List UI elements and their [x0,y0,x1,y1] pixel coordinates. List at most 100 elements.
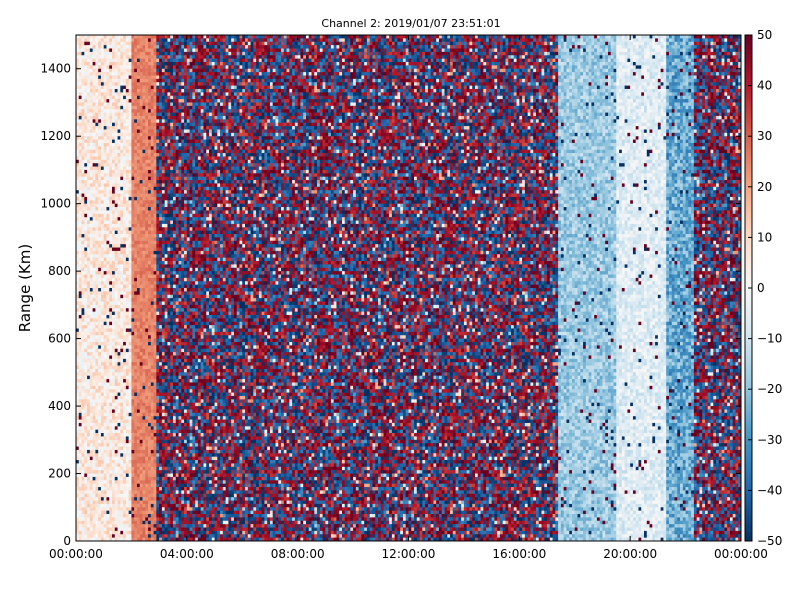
heatmap-cell [87,288,90,292]
heatmap-cell [112,514,115,518]
heatmap-cell [137,278,140,282]
heatmap-cell [106,484,109,488]
heatmap-cell [98,261,101,265]
heatmap-cell [123,457,126,461]
heatmap-cell [106,386,109,390]
heatmap-cell [129,305,132,309]
heatmap-cell [79,82,82,86]
heatmap-cell [129,318,132,322]
heatmap-cell [109,227,112,231]
heatmap-cell [101,504,104,508]
heatmap-cell [82,52,85,56]
heatmap-cell [109,116,112,120]
heatmap-cell [134,413,137,417]
heatmap-cell [104,65,107,69]
heatmap-cell [115,92,118,96]
heatmap-cell [101,335,104,339]
heatmap-cell [90,423,93,427]
heatmap-cell [95,416,98,420]
heatmap-cell [84,409,87,413]
heatmap-cell [131,406,134,410]
heatmap-cell [106,393,109,397]
heatmap-cell [123,295,126,299]
heatmap-cell [123,393,126,397]
heatmap-cell [87,474,90,478]
heatmap-cell [104,450,107,454]
heatmap-cell [109,379,112,383]
heatmap-cell [98,65,101,69]
heatmap-cell [93,477,96,481]
heatmap-cell [82,318,85,322]
heatmap-cell [87,126,90,130]
heatmap-cell [98,399,101,403]
heatmap-cell [90,99,93,103]
heatmap-cell [112,450,115,454]
heatmap-cell [137,305,140,309]
heatmap-cell [95,528,98,532]
heatmap-cell [126,96,129,100]
heatmap-cell [87,349,90,353]
heatmap-cell [140,403,143,407]
heatmap-cell [104,200,107,204]
heatmap-cell [93,433,96,437]
heatmap-cell [137,48,140,52]
heatmap-cell [137,241,140,245]
heatmap-cell [106,534,109,538]
heatmap-cell [101,234,104,238]
heatmap-cell [104,521,107,525]
heatmap-cell [98,136,101,140]
heatmap-cell [137,123,140,127]
heatmap-cell [106,133,109,137]
heatmap-cell [79,163,82,167]
heatmap-cell [98,507,101,511]
heatmap-cell [93,389,96,393]
heatmap-cell [90,177,93,181]
heatmap-cell [137,42,140,46]
heatmap-cell [90,102,93,106]
heatmap-cell [126,170,129,174]
heatmap-cell [82,106,85,110]
heatmap-cell [101,477,104,481]
heatmap-cell [131,460,134,464]
heatmap-cell [140,426,143,430]
heatmap-cell [93,349,96,353]
heatmap-cell [129,275,132,279]
heatmap-cell [118,86,121,90]
heatmap-cell [104,194,107,198]
heatmap-cell [87,318,90,322]
heatmap-cell [93,507,96,511]
heatmap-cell [101,180,104,184]
heatmap-cell [84,55,87,59]
heatmap-cell [82,426,85,430]
heatmap-cell [106,453,109,457]
heatmap-cell [95,75,98,79]
heatmap-cell [126,382,129,386]
heatmap-cell [137,45,140,49]
heatmap-cell [131,143,134,147]
heatmap-cell [109,180,112,184]
heatmap-cell [112,241,115,245]
heatmap-cell [134,430,137,434]
heatmap-cell [106,119,109,123]
heatmap-cell [93,497,96,501]
heatmap-cell [106,339,109,343]
heatmap-cell [101,288,104,292]
heatmap-cell [93,52,96,56]
heatmap-cell [126,517,129,521]
heatmap-cell [106,153,109,157]
heatmap-cell [140,187,143,191]
heatmap-cell [109,369,112,373]
heatmap-cell [120,163,123,167]
heatmap-cell [118,521,121,525]
heatmap-cell [101,305,104,309]
heatmap-cell [87,490,90,494]
heatmap-cell [79,86,82,90]
heatmap-cell [104,170,107,174]
heatmap-cell [126,177,129,181]
heatmap-cell [126,227,129,231]
heatmap-cell [118,517,121,521]
heatmap-cell [115,460,118,464]
heatmap-cell [126,433,129,437]
heatmap-cell [90,190,93,194]
heatmap-cell [95,420,98,424]
